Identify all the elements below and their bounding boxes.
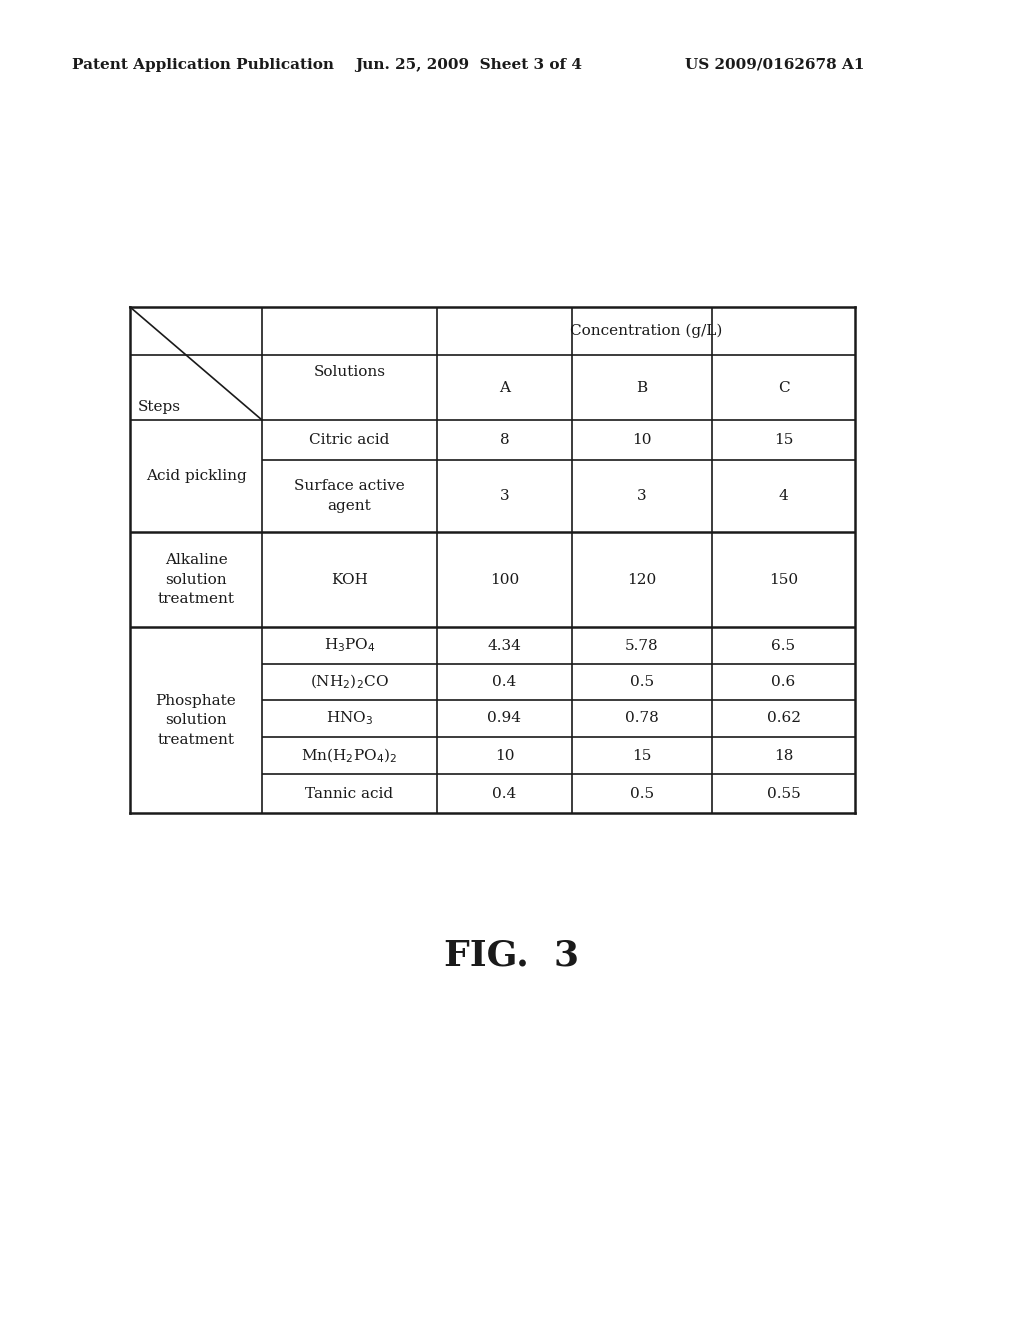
Text: 0.6: 0.6 [771, 675, 796, 689]
Text: Steps: Steps [138, 400, 181, 414]
Text: H$_3$PO$_4$: H$_3$PO$_4$ [324, 636, 376, 655]
Text: 6.5: 6.5 [771, 639, 796, 652]
Text: 0.78: 0.78 [625, 711, 658, 726]
Text: 0.5: 0.5 [630, 787, 654, 800]
Text: 0.94: 0.94 [487, 711, 521, 726]
Text: Tannic acid: Tannic acid [305, 787, 393, 800]
Text: Concentration (g/L): Concentration (g/L) [569, 323, 722, 338]
Text: HNO$_3$: HNO$_3$ [326, 710, 373, 727]
Text: 0.62: 0.62 [767, 711, 801, 726]
Text: C: C [777, 380, 790, 395]
Text: Citric acid: Citric acid [309, 433, 390, 447]
Text: US 2009/0162678 A1: US 2009/0162678 A1 [685, 58, 864, 73]
Text: A: A [499, 380, 510, 395]
Text: 3: 3 [637, 488, 647, 503]
Text: Jun. 25, 2009  Sheet 3 of 4: Jun. 25, 2009 Sheet 3 of 4 [355, 58, 582, 73]
Text: KOH: KOH [331, 573, 368, 586]
Text: 150: 150 [769, 573, 798, 586]
Text: 0.4: 0.4 [493, 787, 517, 800]
Text: 10: 10 [495, 748, 514, 763]
Text: 0.4: 0.4 [493, 675, 517, 689]
Text: FIG.  3: FIG. 3 [444, 939, 580, 972]
Text: 15: 15 [774, 433, 794, 447]
Text: Mn(H$_2$PO$_4$)$_2$: Mn(H$_2$PO$_4$)$_2$ [301, 746, 397, 764]
Text: 4.34: 4.34 [487, 639, 521, 652]
Text: 120: 120 [628, 573, 656, 586]
Text: 0.55: 0.55 [767, 787, 801, 800]
Text: 15: 15 [632, 748, 651, 763]
Text: (NH$_2$)$_2$CO: (NH$_2$)$_2$CO [310, 673, 389, 692]
Text: 5.78: 5.78 [626, 639, 658, 652]
Text: B: B [637, 380, 647, 395]
Text: Alkaline
solution
treatment: Alkaline solution treatment [158, 553, 234, 606]
Text: 10: 10 [632, 433, 651, 447]
Text: 4: 4 [778, 488, 788, 503]
Text: Acid pickling: Acid pickling [145, 469, 247, 483]
Text: 3: 3 [500, 488, 509, 503]
Text: Patent Application Publication: Patent Application Publication [72, 58, 334, 73]
Text: Surface active
agent: Surface active agent [294, 479, 404, 512]
Text: 100: 100 [489, 573, 519, 586]
Text: Phosphate
solution
treatment: Phosphate solution treatment [156, 693, 237, 747]
Text: 8: 8 [500, 433, 509, 447]
Text: Solutions: Solutions [313, 364, 385, 379]
Text: 0.5: 0.5 [630, 675, 654, 689]
Text: 18: 18 [774, 748, 794, 763]
